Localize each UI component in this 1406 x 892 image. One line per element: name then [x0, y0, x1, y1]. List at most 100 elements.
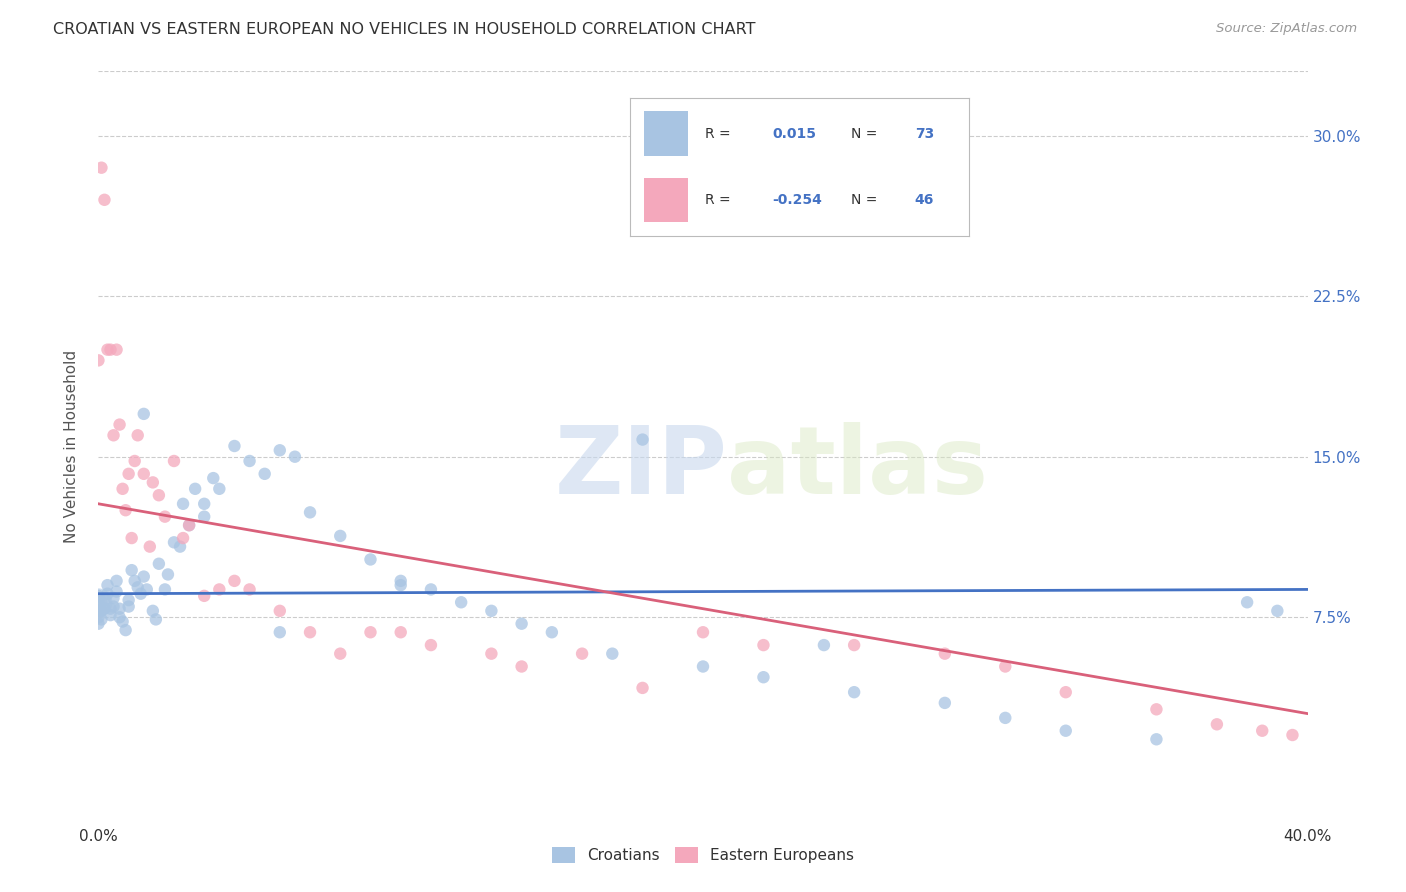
Legend: Croatians, Eastern Europeans: Croatians, Eastern Europeans — [546, 841, 860, 869]
Point — [269, 604, 291, 618]
Point — [103, 599, 125, 614]
Point — [90, 612, 112, 626]
Point — [96, 343, 118, 357]
Point — [481, 604, 503, 618]
Point — [934, 647, 956, 661]
Point — [100, 343, 122, 357]
Point — [87, 616, 110, 631]
Point — [389, 625, 412, 640]
Point — [1054, 723, 1077, 738]
Point — [571, 647, 593, 661]
Point — [111, 615, 134, 629]
Point — [360, 552, 382, 566]
Point — [1206, 717, 1229, 731]
Point — [142, 475, 165, 490]
Y-axis label: No Vehicles in Household: No Vehicles in Household — [65, 350, 79, 542]
Point — [153, 582, 176, 597]
Point — [124, 574, 146, 588]
Point — [156, 567, 179, 582]
Point — [329, 647, 352, 661]
Point — [510, 659, 533, 673]
Point — [105, 343, 128, 357]
Point — [148, 488, 170, 502]
Point — [193, 589, 215, 603]
Point — [1267, 604, 1289, 618]
Point — [118, 599, 141, 614]
Point — [127, 580, 149, 594]
Point — [127, 428, 149, 442]
Point — [692, 625, 714, 640]
Point — [450, 595, 472, 609]
Text: ZIP: ZIP — [554, 423, 727, 515]
Point — [179, 518, 201, 533]
Point — [208, 482, 231, 496]
Point — [631, 433, 654, 447]
Text: CROATIAN VS EASTERN EUROPEAN NO VEHICLES IN HOUSEHOLD CORRELATION CHART: CROATIAN VS EASTERN EUROPEAN NO VEHICLES… — [53, 22, 756, 37]
Point — [90, 161, 112, 175]
Point — [132, 569, 155, 583]
Point — [813, 638, 835, 652]
Point — [93, 601, 115, 615]
Point — [844, 685, 866, 699]
Point — [284, 450, 307, 464]
Point — [169, 540, 191, 554]
Point — [1236, 595, 1258, 609]
Point — [111, 482, 134, 496]
Point — [994, 659, 1017, 673]
Point — [360, 625, 382, 640]
Point — [329, 529, 352, 543]
Point — [87, 589, 110, 603]
Point — [202, 471, 225, 485]
Point — [193, 509, 215, 524]
Point — [139, 540, 162, 554]
Point — [93, 593, 115, 607]
Point — [510, 616, 533, 631]
Point — [420, 638, 443, 652]
Point — [145, 612, 167, 626]
Point — [239, 454, 262, 468]
Point — [602, 647, 624, 661]
Point — [540, 625, 562, 640]
Point — [269, 443, 291, 458]
Point — [184, 482, 207, 496]
Point — [1144, 732, 1167, 747]
Point — [93, 193, 115, 207]
Point — [103, 591, 125, 605]
Point — [105, 574, 128, 588]
Point — [179, 518, 201, 533]
Point — [844, 638, 866, 652]
Point — [124, 454, 146, 468]
Point — [153, 509, 176, 524]
Point — [208, 582, 231, 597]
Point — [224, 574, 246, 588]
Point — [118, 593, 141, 607]
Point — [239, 582, 262, 597]
Point — [108, 610, 131, 624]
Point — [1251, 723, 1274, 738]
Point — [752, 670, 775, 684]
Point — [148, 557, 170, 571]
Point — [299, 625, 322, 640]
Point — [132, 467, 155, 481]
Point — [934, 696, 956, 710]
Point — [129, 587, 152, 601]
Point — [299, 505, 322, 519]
Text: atlas: atlas — [727, 423, 988, 515]
Point — [105, 584, 128, 599]
Point — [118, 467, 141, 481]
Point — [481, 647, 503, 661]
Point — [172, 531, 194, 545]
Point — [87, 604, 110, 618]
Point — [389, 574, 412, 588]
Point — [135, 582, 157, 597]
Point — [108, 417, 131, 432]
Point — [90, 595, 112, 609]
Point — [142, 604, 165, 618]
Point — [193, 497, 215, 511]
Point — [163, 454, 186, 468]
Point — [103, 428, 125, 442]
Point — [114, 623, 136, 637]
Point — [121, 531, 143, 545]
Point — [132, 407, 155, 421]
Point — [631, 681, 654, 695]
